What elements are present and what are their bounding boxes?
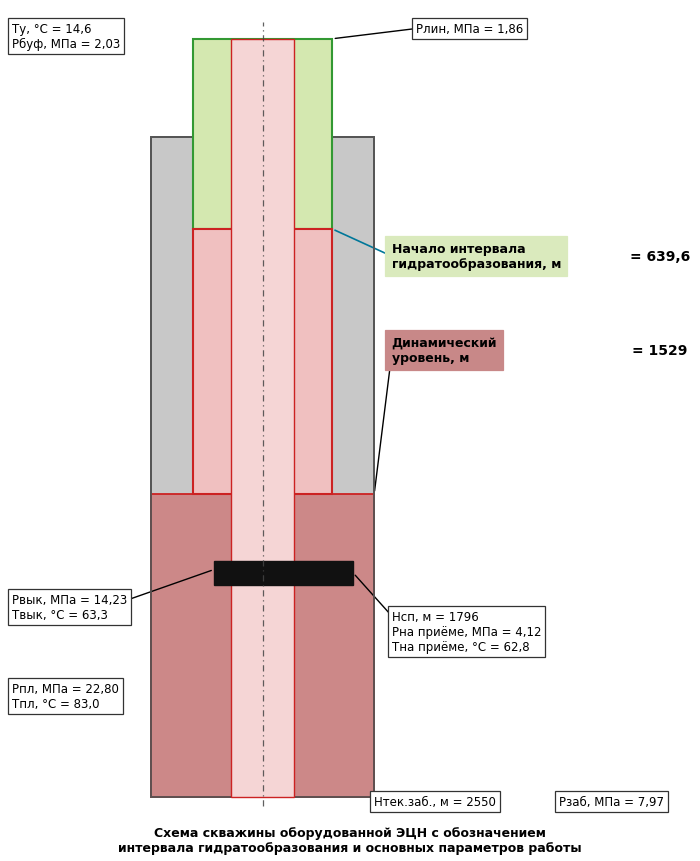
Text: Динамический
уровень, м: Динамический уровень, м bbox=[392, 337, 497, 364]
Bar bbox=[151, 138, 374, 797]
Bar bbox=[193, 40, 332, 230]
Bar bbox=[193, 230, 332, 494]
Bar bbox=[151, 494, 374, 797]
Text: = 639,6: = 639,6 bbox=[630, 250, 690, 263]
Bar bbox=[151, 138, 374, 797]
Text: Ту, °С = 14,6
Рбуф, МПа = 2,03: Ту, °С = 14,6 Рбуф, МПа = 2,03 bbox=[12, 22, 120, 51]
Text: Рлин, МПа = 1,86: Рлин, МПа = 1,86 bbox=[416, 22, 524, 35]
Bar bbox=[214, 561, 354, 585]
Bar bbox=[232, 40, 294, 797]
Text: Рпл, МПа = 22,80
Тпл, °С = 83,0: Рпл, МПа = 22,80 Тпл, °С = 83,0 bbox=[12, 683, 119, 710]
Text: Рзаб, МПа = 7,97: Рзаб, МПа = 7,97 bbox=[559, 795, 664, 808]
Text: = 1529: = 1529 bbox=[632, 344, 687, 357]
Text: Рвык, МПа = 14,23
Твык, °С = 63,3: Рвык, МПа = 14,23 Твык, °С = 63,3 bbox=[12, 593, 127, 621]
Text: Нтек.заб., м = 2550: Нтек.заб., м = 2550 bbox=[374, 795, 496, 808]
Text: Схема скважины оборудованной ЭЦН с обозначением
интервала гидратообразования и о: Схема скважины оборудованной ЭЦН с обозн… bbox=[118, 826, 582, 853]
Text: Нсп, м = 1796
Рна приёме, МПа = 4,12
Тна приёме, °С = 62,8: Нсп, м = 1796 Рна приёме, МПа = 4,12 Тна… bbox=[392, 610, 541, 653]
Text: Начало интервала
гидратообразования, м: Начало интервала гидратообразования, м bbox=[392, 243, 561, 271]
